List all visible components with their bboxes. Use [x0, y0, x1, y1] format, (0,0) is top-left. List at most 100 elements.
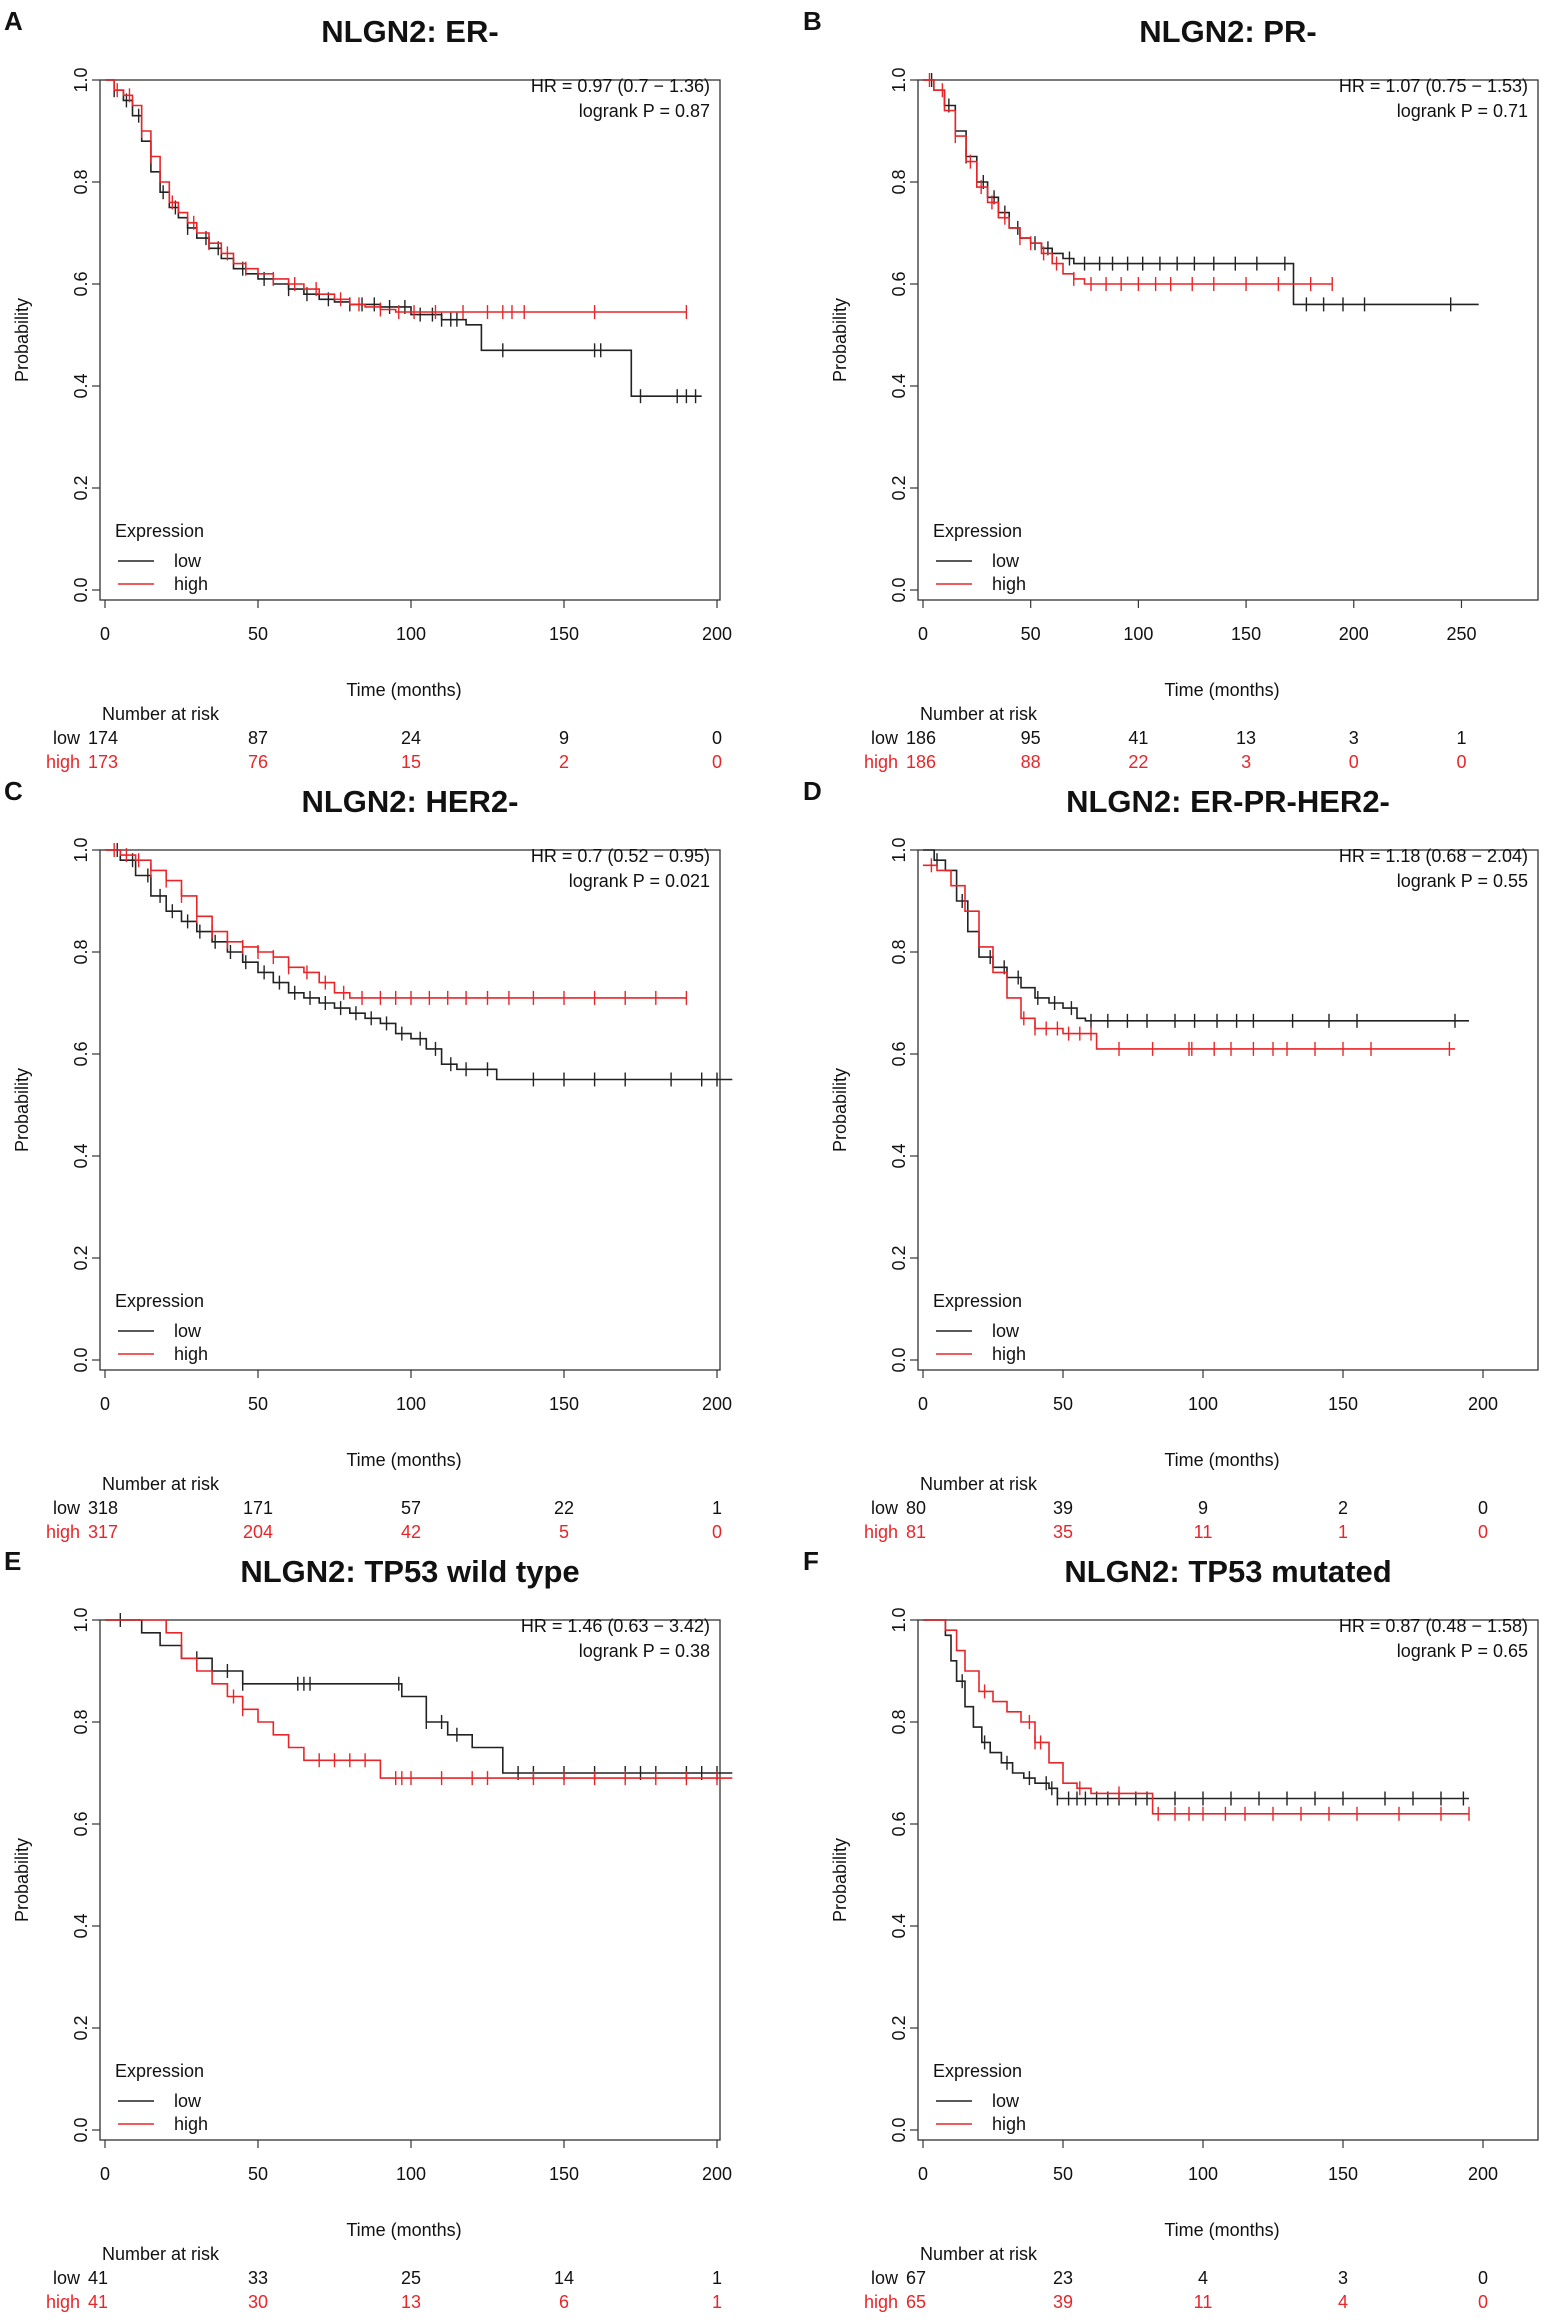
y-tick-label: 0.4: [71, 1143, 91, 1168]
chart-title: NLGN2: ER-: [321, 14, 498, 49]
censor-marks-high: [930, 858, 1451, 1056]
censor-marks-low: [930, 73, 1452, 312]
x-tick-label: 0: [918, 2164, 928, 2184]
censor-marks-low: [961, 1674, 1465, 1806]
risk-table-title: Number at risk: [920, 704, 1038, 724]
risk-value-low: 4: [1198, 2268, 1208, 2288]
y-tick-label: 0.0: [889, 577, 909, 602]
km-curve-low: [105, 849, 733, 1081]
risk-value-low: 67: [906, 2268, 926, 2288]
km-curve-high: [923, 79, 1333, 285]
y-axis-label: Probability: [12, 298, 32, 382]
chart-title: NLGN2: ER-PR-HER2-: [1066, 784, 1390, 819]
y-tick-label: 0.0: [889, 1347, 909, 1372]
risk-value-high: 2: [559, 752, 569, 772]
risk-table: Number at risk low high 186 186 95 88 41 22 13 3 3 0…: [864, 704, 1467, 772]
hazard-ratio-text: HR = 1.18 (0.68 − 2.04): [1339, 846, 1528, 866]
y-tick-label: 0.4: [71, 1913, 91, 1938]
y-axis-label: Probability: [830, 298, 850, 382]
censor-marks-high: [232, 1689, 718, 1786]
risk-value-high: 5: [559, 1522, 569, 1542]
risk-value-high: 88: [1021, 752, 1041, 772]
risk-row-label-low: low: [53, 2268, 81, 2288]
y-tick-label: 1.0: [889, 837, 909, 862]
y-axis-label: Probability: [12, 1838, 32, 1922]
legend-title: Expression: [115, 1291, 204, 1311]
y-tick-label: 0.6: [71, 271, 91, 296]
risk-value-high: 204: [243, 1522, 273, 1542]
risk-value-low: 41: [88, 2268, 108, 2288]
y-tick-label: 0.0: [71, 1347, 91, 1372]
risk-row-label-low: low: [871, 728, 899, 748]
panel-letter: A: [4, 6, 23, 36]
y-tick-label: 0.4: [71, 373, 91, 398]
y-tick-label: 0.4: [889, 1143, 909, 1168]
x-tick-label: 0: [100, 624, 110, 644]
censor-marks-high: [116, 83, 688, 320]
risk-row-label-high: high: [46, 1522, 80, 1542]
panel-letter: C: [4, 776, 23, 806]
risk-value-high: 0: [712, 1522, 722, 1542]
risk-value-high: 0: [712, 752, 722, 772]
risk-value-low: 0: [712, 728, 722, 748]
risk-table: Number at risk low high 67 65 23 39 4 11 3 4 0 0: [864, 2244, 1488, 2312]
risk-value-high: 317: [88, 1522, 118, 1542]
risk-value-low: 3: [1338, 2268, 1348, 2288]
x-tick-label: 50: [248, 624, 268, 644]
censor-marks-low: [113, 83, 697, 404]
risk-value-low: 318: [88, 1498, 118, 1518]
panel-f: F NLGN2: TP53 mutated 0.0 0.2 0.4 0.6 0.8 1.0 Pr…: [803, 1546, 1539, 2312]
legend-label-high: high: [992, 1344, 1026, 1364]
risk-table: Number at risk low high 80 81 39 35 9 11 2 1 0 0: [864, 1474, 1488, 1542]
y-tick-label: 0.4: [889, 1913, 909, 1938]
y-tick-label: 0.2: [71, 475, 91, 500]
hazard-ratio-text: HR = 0.87 (0.48 − 1.58): [1339, 1616, 1528, 1636]
risk-value-low: 80: [906, 1498, 926, 1518]
x-tick-label: 200: [1468, 2164, 1498, 2184]
risk-value-low: 3: [1349, 728, 1359, 748]
risk-table-title: Number at risk: [920, 2244, 1038, 2264]
risk-value-high: 3: [1241, 752, 1251, 772]
x-tick-label: 150: [1328, 1394, 1358, 1414]
y-tick-label: 0.6: [889, 1811, 909, 1836]
chart-title: NLGN2: PR-: [1139, 14, 1316, 49]
y-axis-label: Probability: [830, 1838, 850, 1922]
risk-value-low: 2: [1338, 1498, 1348, 1518]
risk-value-high: 173: [88, 752, 118, 772]
y-tick-label: 1.0: [71, 67, 91, 92]
logrank-p-text: logrank P = 0.38: [579, 1641, 710, 1661]
chart-title: NLGN2: TP53 mutated: [1064, 1554, 1391, 1589]
risk-value-low: 95: [1021, 728, 1041, 748]
km-curve-high: [923, 864, 1455, 1050]
y-tick-label: 0.2: [889, 2015, 909, 2040]
plot-frame: [99, 79, 721, 601]
km-curve-low: [105, 79, 702, 397]
x-tick-label: 100: [396, 1394, 426, 1414]
logrank-p-text: logrank P = 0.65: [1397, 1641, 1528, 1661]
risk-value-low: 1: [1456, 728, 1466, 748]
risk-table: Number at risk low high 41 41 33 30 25 13 14 6 1 1: [46, 2244, 722, 2312]
legend-label-high: high: [992, 574, 1026, 594]
plot-frame: [917, 79, 1539, 601]
plot-frame: [917, 849, 1539, 1371]
risk-value-high: 0: [1349, 752, 1359, 772]
panel-b: B NLGN2: PR- 0.0 0.2 0.4 0.6 0.8 1.0 Probability…: [803, 6, 1539, 772]
x-axis-label: Time (months): [346, 680, 461, 700]
risk-value-low: 24: [401, 728, 421, 748]
risk-value-low: 25: [401, 2268, 421, 2288]
risk-value-low: 1: [712, 1498, 722, 1518]
x-tick-label: 200: [702, 1394, 732, 1414]
censor-marks-high: [113, 843, 688, 1005]
panel-c: C NLGN2: HER2- 0.0 0.2 0.4 0.6 0.8 1.0 Probabili…: [4, 776, 733, 1542]
risk-value-low: 22: [554, 1498, 574, 1518]
x-tick-label: 150: [1231, 624, 1261, 644]
y-tick-label: 0.8: [889, 939, 909, 964]
y-tick-label: 0.8: [71, 939, 91, 964]
y-tick-label: 1.0: [71, 837, 91, 862]
y-tick-label: 0.8: [889, 169, 909, 194]
x-tick-label: 200: [702, 624, 732, 644]
panel-letter: E: [4, 1546, 21, 1576]
y-tick-label: 0.2: [71, 2015, 91, 2040]
legend-title: Expression: [115, 521, 204, 541]
risk-value-low: 174: [88, 728, 118, 748]
